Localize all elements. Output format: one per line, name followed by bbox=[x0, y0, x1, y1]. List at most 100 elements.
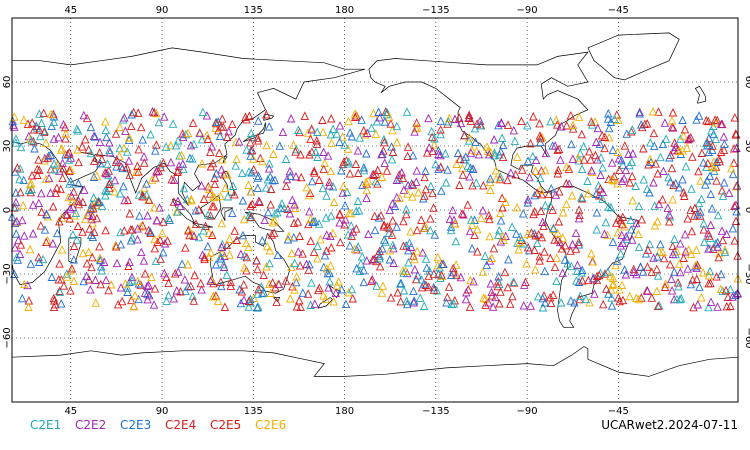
observation-marker bbox=[144, 280, 153, 290]
observation-marker bbox=[729, 158, 739, 167]
observation-marker bbox=[546, 253, 555, 263]
observation-marker bbox=[466, 275, 475, 285]
observation-marker bbox=[155, 203, 164, 212]
map-frame bbox=[11, 17, 739, 403]
observation-marker bbox=[421, 184, 431, 194]
observation-marker bbox=[253, 183, 262, 192]
observation-marker bbox=[125, 257, 134, 266]
observation-marker bbox=[512, 202, 522, 212]
observation-marker bbox=[332, 280, 342, 290]
observation-marker bbox=[116, 283, 126, 292]
observation-marker bbox=[676, 267, 685, 277]
observation-marker bbox=[403, 189, 412, 198]
observation-marker bbox=[574, 112, 584, 122]
observation-marker bbox=[620, 221, 629, 231]
observation-marker bbox=[18, 200, 28, 210]
observation-marker bbox=[89, 131, 99, 140]
observation-marker bbox=[608, 237, 618, 246]
observation-marker bbox=[81, 214, 90, 224]
observation-marker bbox=[298, 288, 308, 297]
observation-marker bbox=[717, 226, 727, 235]
observation-marker bbox=[66, 286, 75, 295]
observation-marker bbox=[644, 159, 653, 169]
observation-marker bbox=[124, 261, 133, 270]
observation-marker bbox=[305, 259, 314, 269]
observation-marker bbox=[219, 259, 228, 269]
observation-marker bbox=[372, 116, 382, 126]
observation-marker bbox=[35, 131, 45, 141]
observation-marker bbox=[262, 140, 271, 150]
observation-marker bbox=[626, 215, 635, 224]
observation-marker bbox=[466, 215, 476, 224]
observation-marker bbox=[451, 219, 460, 228]
observation-marker bbox=[96, 262, 106, 271]
observation-marker bbox=[57, 299, 66, 308]
observation-marker bbox=[683, 264, 693, 273]
observation-marker bbox=[675, 294, 685, 304]
observation-marker bbox=[318, 183, 328, 193]
observation-marker bbox=[62, 269, 72, 278]
observation-marker bbox=[406, 242, 416, 251]
observation-marker bbox=[448, 263, 458, 273]
observation-marker bbox=[359, 162, 369, 172]
observation-marker bbox=[600, 229, 609, 238]
observation-marker bbox=[509, 125, 519, 135]
observation-marker bbox=[546, 298, 556, 307]
observation-marker bbox=[320, 250, 330, 260]
observation-marker bbox=[27, 170, 37, 180]
observation-marker bbox=[510, 136, 520, 146]
observation-marker bbox=[375, 251, 384, 260]
observation-marker bbox=[263, 207, 273, 217]
observation-marker bbox=[337, 284, 346, 294]
observation-marker bbox=[419, 223, 429, 232]
observation-marker bbox=[517, 116, 526, 126]
observation-marker bbox=[666, 177, 675, 186]
observation-marker bbox=[634, 201, 644, 211]
observation-marker bbox=[668, 195, 678, 204]
observation-marker bbox=[607, 301, 617, 310]
observation-marker bbox=[228, 119, 237, 129]
observation-marker bbox=[294, 125, 303, 134]
observation-marker bbox=[653, 301, 663, 311]
observation-marker bbox=[385, 245, 395, 255]
observation-marker bbox=[716, 284, 726, 293]
observation-marker bbox=[409, 251, 418, 260]
observation-marker bbox=[335, 218, 344, 227]
observation-marker bbox=[703, 158, 713, 168]
observation-marker bbox=[600, 132, 610, 141]
observation-marker bbox=[379, 134, 389, 144]
observation-marker bbox=[11, 134, 21, 143]
observation-marker bbox=[667, 122, 677, 131]
observation-marker bbox=[388, 125, 397, 135]
lat-tick-label-left: −30 bbox=[2, 263, 13, 284]
observation-marker bbox=[426, 214, 435, 223]
observation-marker bbox=[431, 159, 440, 169]
observation-marker bbox=[270, 175, 280, 184]
observation-marker bbox=[497, 133, 507, 142]
lon-tick-label-top: 90 bbox=[156, 5, 169, 16]
observation-marker bbox=[17, 293, 27, 303]
observation-marker bbox=[63, 149, 73, 159]
observation-marker bbox=[353, 168, 363, 177]
observation-marker bbox=[568, 154, 578, 163]
observation-marker bbox=[359, 265, 368, 275]
observation-marker bbox=[246, 137, 255, 147]
africa-east-outline bbox=[11, 184, 84, 286]
observation-marker bbox=[48, 238, 58, 248]
observation-marker bbox=[617, 155, 626, 165]
observation-marker bbox=[142, 190, 151, 199]
observation-marker bbox=[371, 129, 381, 138]
observation-marker bbox=[639, 143, 648, 153]
observation-marker bbox=[305, 188, 315, 198]
observation-marker bbox=[206, 147, 215, 156]
observation-marker bbox=[59, 281, 69, 290]
observation-marker bbox=[119, 181, 128, 191]
observation-marker bbox=[342, 187, 352, 196]
observation-marker bbox=[497, 193, 507, 203]
observation-marker bbox=[447, 299, 457, 308]
observation-marker bbox=[216, 191, 225, 201]
observation-marker bbox=[85, 224, 94, 233]
observation-marker bbox=[186, 281, 196, 291]
observation-marker bbox=[471, 137, 480, 147]
observation-marker bbox=[101, 225, 110, 235]
